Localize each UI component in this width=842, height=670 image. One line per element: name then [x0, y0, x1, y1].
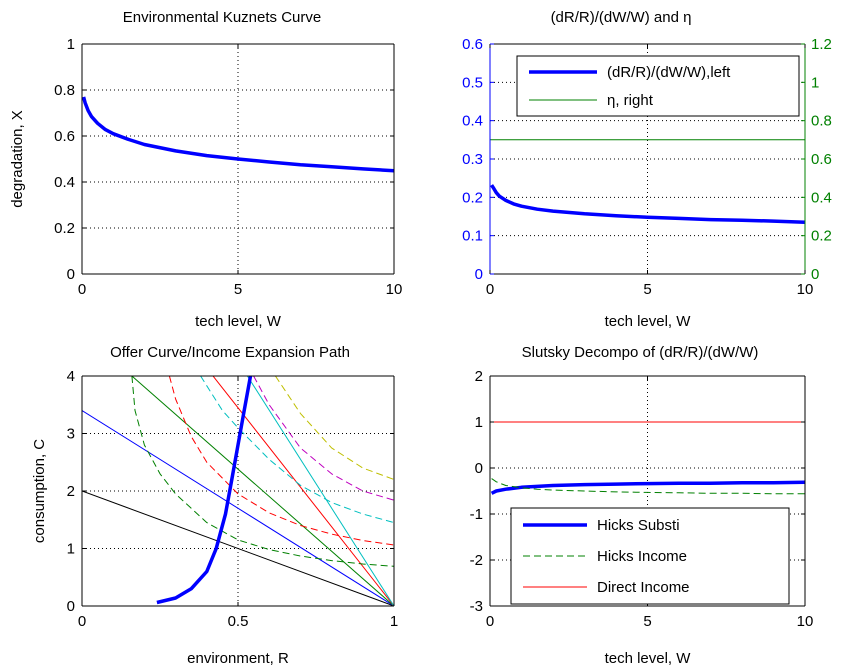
legend-box: [516, 55, 800, 117]
elasticity-series-group: [490, 139, 805, 225]
ekc-series-group: [82, 96, 394, 173]
x-tick-label: 0: [78, 281, 86, 298]
offer-title: Offer Curve/Income Expansion Path: [110, 344, 350, 361]
y-tick-label: 0.1: [462, 228, 483, 245]
y2-tick-label: 0.2: [811, 228, 832, 245]
offer-series-6: [168, 376, 394, 546]
y2-tick-label: 1: [811, 74, 819, 91]
ekc-series-0: [82, 96, 394, 173]
y-tick-label: 2: [475, 368, 483, 385]
y-tick-label: 0.3: [462, 151, 483, 168]
offer-ylabel: consumption, C: [31, 439, 48, 543]
y-tick-label: 0: [475, 266, 483, 283]
offer-series-1: [82, 410, 394, 606]
x-tick-label: 1: [390, 613, 398, 630]
offer-xlabel: environment, R: [187, 650, 289, 667]
elasticity-xlabel: tech level, W: [605, 313, 692, 330]
legend-label: Hicks Substi: [597, 517, 680, 534]
elasticity-title: (dR/R)/(dW/W) and η: [551, 9, 692, 26]
y2-tick-label: 0.4: [811, 189, 832, 206]
x-tick-label: 0: [486, 281, 494, 298]
y-tick-label: 0.6: [462, 36, 483, 53]
y2-tick-label: 0.8: [811, 113, 832, 130]
offer-chart: 0 0.5 1 0 1 2 3 4 Offer Curve/Income Expansion P…: [31, 344, 398, 667]
y-tick-label: 0: [67, 266, 75, 283]
y-tick-label: 1: [475, 414, 483, 431]
y-tick-label: 1: [67, 36, 75, 53]
ekc-title: Environmental Kuznets Curve: [123, 9, 321, 26]
y-tick-label: 0.4: [462, 113, 483, 130]
legend-label: Direct Income: [597, 579, 690, 596]
slutsky-series-0: [490, 480, 805, 495]
offer-series-10: [156, 376, 253, 605]
slutsky-legend: Hicks Substi Hicks Income Direct Income: [510, 507, 790, 605]
x-tick-label: 5: [643, 281, 651, 298]
x-tick-label: 10: [386, 281, 403, 298]
x-tick-label: 5: [643, 613, 651, 630]
slutsky-series-1: [491, 478, 805, 495]
slutsky-title: Slutsky Decompo of (dR/R)/(dW/W): [522, 344, 759, 361]
x-tick-label: 0: [486, 613, 494, 630]
y-tick-label: 0: [475, 460, 483, 477]
y2-tick-label: 0: [811, 266, 819, 283]
ekc-xlabel: tech level, W: [195, 313, 282, 330]
elasticity-series-0: [490, 184, 805, 225]
offer-series-group: [82, 376, 394, 606]
y-tick-label: -3: [470, 598, 483, 615]
y2-tick-label: 0.6: [811, 151, 832, 168]
y-tick-label: -2: [470, 552, 483, 569]
y-tick-label: 0.8: [54, 82, 75, 99]
legend-label: η, right: [607, 92, 654, 109]
y-tick-label: 0.6: [54, 128, 75, 145]
offer-series-9: [274, 376, 394, 480]
legend-label: (dR/R)/(dW/W),left: [607, 64, 731, 81]
slutsky-chart: 0 5 10 -3 -2 -1 0 1 2 Slutsky Decompo of (dR/R)/(…: [470, 344, 814, 667]
offer-series-0: [82, 490, 394, 606]
y-tick-label: 0.5: [462, 74, 483, 91]
slutsky-series-group: [490, 421, 805, 495]
x-tick-label: 10: [797, 613, 814, 630]
y-tick-label: 2: [67, 483, 75, 500]
slutsky-xlabel: tech level, W: [605, 650, 692, 667]
x-tick-label: 5: [234, 281, 242, 298]
elasticity-chart: 0 5 1000.10.20.30.40.50.600.20.40.60.811.2…: [462, 9, 832, 330]
offer-series-4: [246, 376, 394, 606]
y-tick-label: 0.2: [54, 220, 75, 237]
offer-series-8: [253, 376, 394, 501]
ekc-chart: 0 5 10 0 0.2 0.4 0.6 0.8 1 Environmental Kuznets …: [9, 9, 402, 330]
y-tick-label: 0.4: [54, 174, 75, 191]
y-tick-label: 3: [67, 426, 75, 443]
elasticity-legend: (dR/R)/(dW/W),left η, right: [516, 55, 800, 117]
y2-tick-label: 1.2: [811, 36, 832, 53]
x-tick-label: 10: [797, 281, 814, 298]
x-tick-label: 0.5: [228, 613, 249, 630]
offer-series-2: [131, 376, 394, 606]
y-tick-label: -1: [470, 506, 483, 523]
y-tick-label: 1: [67, 541, 75, 558]
x-tick-label: 0: [78, 613, 86, 630]
offer-series-7: [200, 376, 394, 524]
ekc-ylabel: degradation, X: [9, 110, 26, 208]
legend-label: Hicks Income: [597, 548, 687, 565]
y-tick-label: 0: [67, 598, 75, 615]
y-tick-label: 0.2: [462, 189, 483, 206]
y-tick-label: 4: [67, 368, 75, 385]
